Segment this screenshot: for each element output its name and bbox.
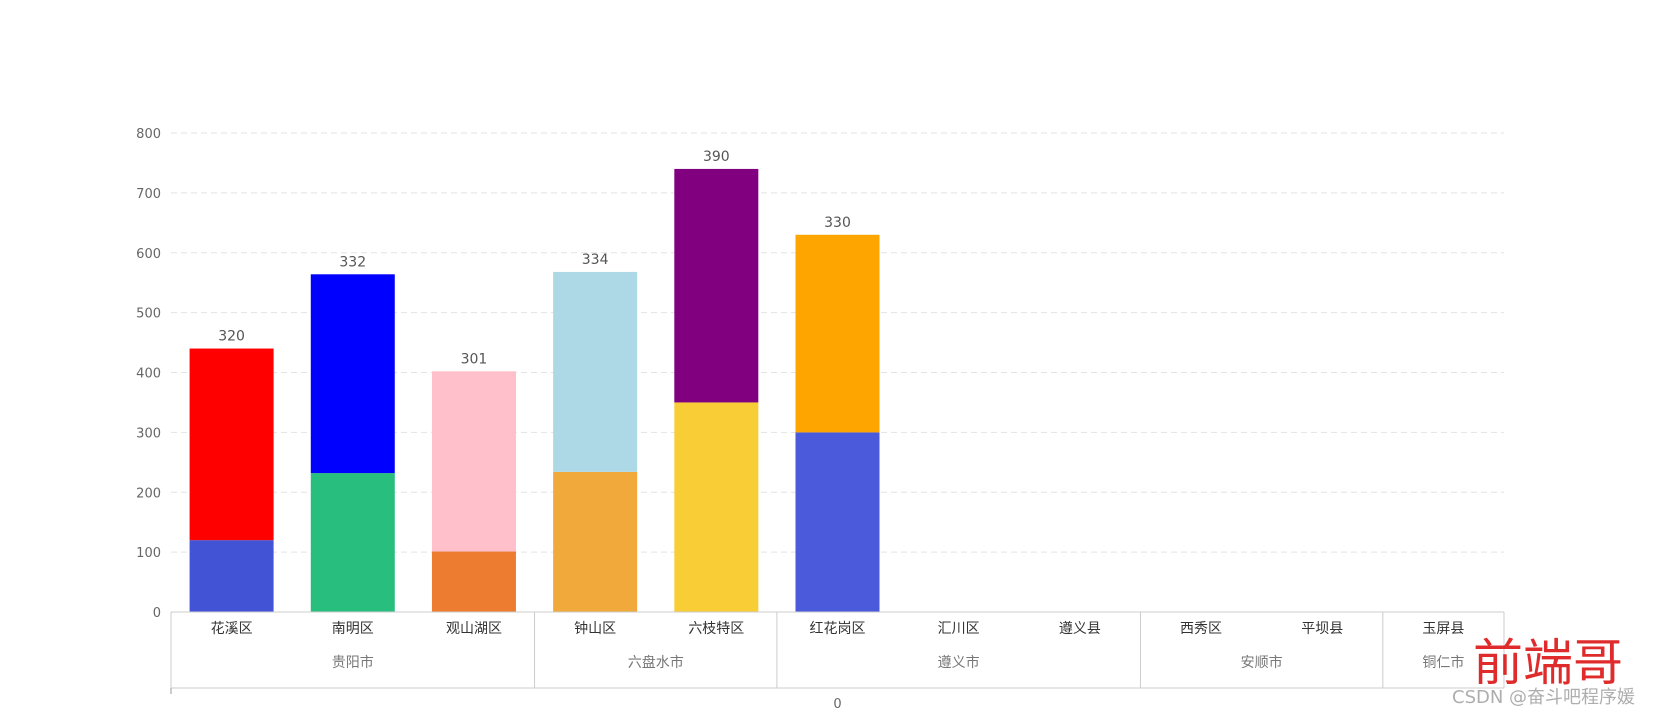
category-label: 玉屏县 <box>1422 621 1464 637</box>
y-tick-label: 400 <box>136 367 161 382</box>
y-tick-label: 300 <box>136 426 161 441</box>
bar-segment <box>795 234 880 433</box>
category-label: 西秀区 <box>1180 621 1222 637</box>
category-label: 汇川区 <box>938 621 980 637</box>
category-label: 花溪区 <box>211 621 253 637</box>
bar-segment <box>553 471 638 612</box>
bar-segment <box>431 371 516 552</box>
data-label: 320 <box>218 329 245 345</box>
y-tick-label: 800 <box>136 127 161 142</box>
category-label: 平坝县 <box>1301 621 1343 637</box>
y-tick-label: 0 <box>153 606 161 621</box>
bar-segment <box>310 274 395 474</box>
data-label: 390 <box>703 149 730 165</box>
category-label: 六枝特区 <box>688 621 744 637</box>
category-label: 遵义县 <box>1059 620 1101 637</box>
group-label: 六盘水市 <box>628 654 684 671</box>
group-label: 贵阳市 <box>332 654 374 671</box>
group-label: 遵义市 <box>938 654 980 671</box>
data-label: 334 <box>582 252 609 268</box>
y-tick-label: 200 <box>136 486 161 501</box>
bar-segment <box>189 348 274 541</box>
category-label: 南明区 <box>332 621 374 637</box>
data-label: 301 <box>461 351 488 367</box>
bar-segment <box>553 271 638 472</box>
bottom-axis-label: 0 <box>833 697 841 711</box>
group-label: 安顺市 <box>1241 654 1283 671</box>
bar-segment <box>310 473 395 612</box>
bar-segment <box>431 551 516 612</box>
group-label: 铜仁市 <box>1422 654 1464 671</box>
category-label: 观山湖区 <box>446 621 502 637</box>
y-tick-label: 600 <box>136 247 161 262</box>
logo-watermark: 前端哥 <box>1473 634 1623 692</box>
category-label: 钟山区 <box>574 620 616 637</box>
bar-segment <box>674 402 759 612</box>
bar-segment <box>189 540 274 612</box>
y-tick-label: 100 <box>136 546 161 561</box>
bar-segment <box>795 432 880 612</box>
y-tick-label: 500 <box>136 307 161 322</box>
category-label: 红花岗区 <box>810 621 866 637</box>
csdn-watermark: CSDN @奋斗吧程序媛 <box>1452 687 1636 708</box>
y-tick-label: 700 <box>136 187 161 202</box>
data-label: 330 <box>824 215 851 231</box>
bar-segment <box>674 168 759 403</box>
data-label: 332 <box>339 254 366 270</box>
